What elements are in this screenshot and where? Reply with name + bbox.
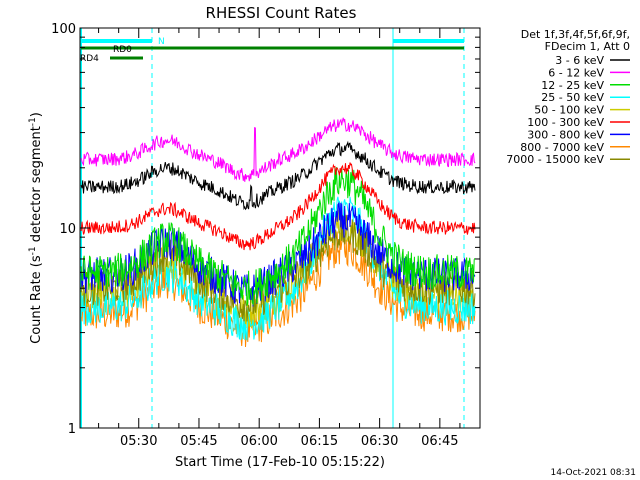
series-line-6-12kev [80, 117, 476, 182]
series-line-3-6kev [80, 140, 476, 211]
legend-item-label: 800 - 7000 keV [520, 141, 604, 154]
legend-header: Det 1f,3f,4f,5f,6f,9f, [521, 28, 630, 41]
x-tick-label: 05:30 [120, 434, 157, 449]
legend-item-label: 50 - 100 keV [534, 104, 604, 117]
x-tick-label: 06:15 [301, 434, 338, 449]
chart-title: RHESSI Count Rates [206, 4, 357, 22]
timestamp: 14-Oct-2021 08:31 [551, 468, 636, 478]
x-tick-label: 06:45 [421, 434, 458, 449]
legend-item-label: 300 - 800 keV [527, 128, 604, 141]
legend: Det 1f,3f,4f,5f,6f,9f,FDecim 1, Att 03 -… [506, 28, 630, 166]
legend-item-label: 7000 - 15000 keV [506, 153, 604, 166]
x-tick-label: 06:30 [361, 434, 398, 449]
y-tick-label: 10 [59, 222, 76, 237]
y-tick-label: 1 [68, 422, 76, 437]
x-axis: 05:30 05:45 06:00 06:15 06:30 06:45 [98, 28, 481, 449]
flag-label-n: N [158, 37, 165, 47]
x-tick-label: 05:45 [180, 434, 217, 449]
legend-item-label: 25 - 50 keV [541, 91, 604, 104]
y-axis-label: Count Rate (s-1 detector segment-1) [28, 112, 44, 344]
flag-label-rd4: RD4 [80, 54, 99, 64]
y-axis: 1 10 100 [51, 22, 480, 437]
legend-header: FDecim 1, Att 0 [545, 40, 630, 53]
y-tick-label: 100 [51, 22, 76, 37]
series-line-7000-15000kev [80, 214, 476, 322]
legend-item-label: 6 - 12 keV [548, 66, 604, 79]
series-line-100-300kev [80, 162, 476, 251]
legend-item-label: 100 - 300 keV [527, 116, 604, 129]
plot-area: RD0 RD4 N [80, 28, 476, 428]
series-line-12-25kev [80, 166, 476, 307]
x-tick-label: 06:00 [240, 434, 277, 449]
x-axis-label: Start Time (17-Feb-10 05:15:22) [175, 455, 385, 470]
legend-item-label: 12 - 25 keV [541, 79, 604, 92]
flag-label-rd0: RD0 [113, 45, 132, 55]
legend-item-label: 3 - 6 keV [555, 54, 604, 67]
